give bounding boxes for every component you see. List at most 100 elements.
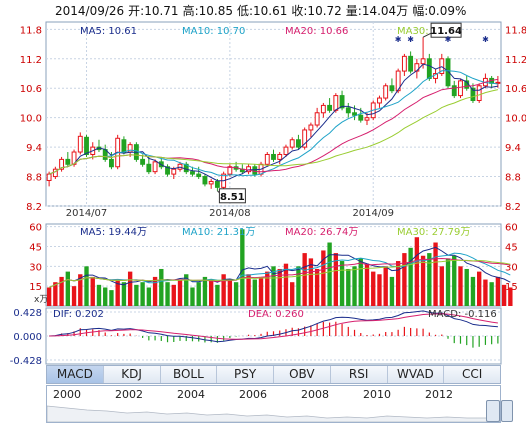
tab-kdj[interactable]: KDJ (103, 366, 161, 383)
volume-bar (358, 258, 363, 306)
volume-bar (346, 268, 351, 306)
volume-ma5-line (48, 246, 511, 288)
candle-body (395, 70, 401, 92)
volume-bar (445, 258, 451, 306)
volume-bar (470, 276, 476, 306)
volume-bar (271, 266, 276, 306)
price-legend-entry: MA20: 10.66 (285, 26, 348, 37)
volume-bar (190, 287, 195, 306)
candle-body (295, 139, 301, 148)
price-axis-tick-right: 11.2 (505, 55, 526, 66)
navigator-handle[interactable] (486, 400, 500, 422)
volume-bar (352, 266, 357, 306)
navigator-year: 2004 (177, 388, 205, 401)
volume-bar (78, 274, 83, 306)
candle-body (65, 158, 71, 165)
macd-axis-tick: 0.000 (13, 332, 42, 343)
volume-bar (364, 263, 370, 306)
volume-bar (109, 290, 114, 306)
candle-body (495, 81, 501, 84)
volume-bar (265, 271, 270, 306)
volume-bar (152, 276, 158, 306)
volume-bar (252, 279, 257, 306)
price-axis-tick-right: 8.2 (505, 202, 521, 213)
tab-wvad[interactable]: WVAD (387, 366, 445, 383)
price-axis-tick-left: 9.4 (26, 143, 42, 154)
volume-bar (314, 268, 320, 306)
tab-obv[interactable]: OBV (274, 366, 331, 383)
event-marker-icon: ✱ (395, 35, 402, 44)
volume-bar (159, 268, 164, 306)
candle-body (408, 55, 414, 72)
volume-axis-tick-left: 15 (29, 282, 42, 293)
volume-bar (59, 276, 64, 306)
volume-bar (477, 271, 482, 306)
price-axis-tick-right: 10.6 (505, 84, 526, 95)
volume-bar (71, 286, 77, 306)
volume-bar (383, 266, 388, 306)
volume-bar (240, 229, 245, 306)
macd-dea-line (49, 313, 498, 340)
candle-body (364, 117, 370, 121)
tab-rsi[interactable]: RSI (330, 366, 388, 383)
volume-axis-tick-left: 60 (29, 223, 42, 234)
volume-bar (402, 253, 407, 306)
volume-bar (165, 282, 170, 306)
tab-cci[interactable]: CCI (444, 366, 500, 383)
volume-bar (501, 284, 507, 306)
navigator-year: 2008 (301, 388, 329, 401)
volume-bar (208, 279, 214, 306)
candle-body (339, 95, 345, 109)
quote-volume: 量:14.04万 (345, 4, 409, 18)
candle-body (121, 139, 127, 153)
volume-bar (290, 282, 295, 306)
annotation-box (430, 22, 462, 38)
volume-legend-entry: MA20: 26.74万 (285, 227, 358, 238)
tab-macd[interactable]: MACD (47, 366, 104, 383)
navigator-history-line (47, 405, 500, 422)
quote-change: 幅:0.09% (412, 4, 467, 18)
volume-bar (321, 250, 326, 306)
quote-open: 开:10.71 (128, 4, 179, 18)
volume-bar (339, 261, 345, 306)
date-axis-tick: 2014/09 (352, 208, 394, 219)
navigator-handle-right[interactable] (501, 400, 513, 422)
candle-body (171, 168, 177, 175)
volume-bar (395, 261, 401, 306)
volume-bar (433, 242, 438, 306)
quote-header: 2014/09/26 开:10.71 高:10.85 低:10.61 收:10.72 量:… (0, 0, 526, 22)
price-legend-entry: MA10: 10.70 (182, 26, 245, 37)
volume-legend-entry: MA5: 19.44万 (80, 227, 147, 238)
candle-body (445, 58, 451, 87)
volume-bar (90, 276, 95, 306)
price-axis-tick-right: 11.8 (505, 25, 526, 36)
price-legend-entry: MA5: 10.61 (80, 26, 137, 37)
volume-bar (258, 276, 264, 306)
tab-psy[interactable]: PSY (217, 366, 274, 383)
volume-bar (140, 282, 145, 306)
indicator-tabs: MACD KDJ BOLL PSY OBV RSI WVAD CCI (46, 365, 501, 384)
time-navigator[interactable]: 2000 2002 2004 2006 2008 2010 2012 (46, 385, 501, 423)
candle-body (289, 139, 295, 148)
price-ma10-line (48, 70, 498, 177)
volume-bar (127, 271, 133, 306)
price-axis-tick-left: 10.0 (20, 114, 42, 125)
volume-bar (134, 284, 139, 306)
candle-body (476, 85, 482, 102)
candle-body (320, 104, 326, 114)
volume-bar (308, 258, 314, 306)
candle-body (214, 180, 220, 188)
candle-body (420, 58, 426, 65)
candle-body (314, 112, 320, 126)
macd-legend-dea: DEA: 0.260 (248, 309, 304, 320)
volume-unit-label: x万 (34, 295, 48, 305)
volume-ma30-line (48, 259, 511, 288)
tab-boll[interactable]: BOLL (160, 366, 218, 383)
candle-body (327, 104, 333, 111)
candle-body (283, 146, 289, 155)
price-axis-tick-right: 8.8 (505, 173, 521, 184)
candle-body (383, 85, 389, 99)
volume-bar (333, 253, 339, 306)
candle-body (470, 87, 476, 102)
